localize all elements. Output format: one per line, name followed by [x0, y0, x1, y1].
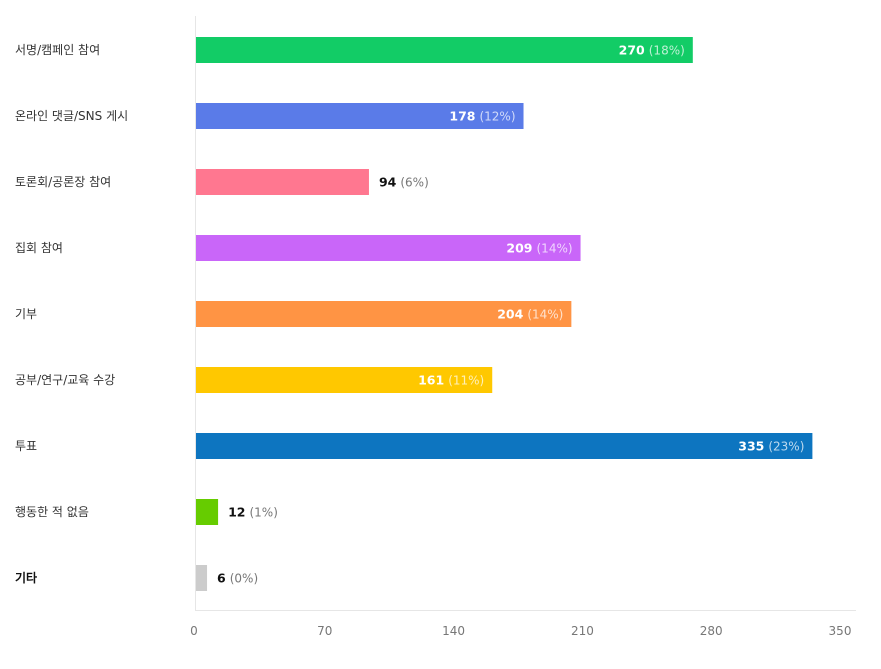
value-number: 335	[738, 439, 764, 454]
percent-label: (14%)	[537, 242, 573, 256]
percent-label: (18%)	[649, 44, 685, 58]
value-label: 270 (18%)	[619, 43, 685, 58]
category-label: 서명/캠페인 참여	[15, 43, 100, 57]
value-label: 178 (12%)	[449, 109, 515, 124]
bar[interactable]	[196, 37, 693, 63]
bar[interactable]	[196, 433, 813, 459]
value-number: 270	[619, 43, 645, 58]
x-tick-label: 350	[829, 624, 852, 638]
bar[interactable]	[196, 103, 524, 129]
x-tick-label: 140	[442, 624, 465, 638]
category-label: 온라인 댓글/SNS 게시	[15, 109, 128, 123]
percent-label: (0%)	[230, 572, 258, 586]
value-label: 12 (1%)	[228, 505, 278, 520]
category-label: 토론회/공론장 참여	[15, 175, 111, 189]
x-tick-label: 0	[190, 624, 198, 638]
percent-label: (11%)	[448, 374, 484, 388]
percent-label: (14%)	[527, 308, 563, 322]
bar[interactable]	[196, 301, 572, 327]
category-label: 기부	[15, 307, 37, 321]
bar[interactable]	[196, 169, 369, 195]
bar[interactable]	[196, 235, 581, 261]
value-number: 12	[228, 505, 245, 520]
value-label: 94 (6%)	[379, 175, 429, 190]
value-label: 6 (0%)	[217, 571, 258, 586]
value-label: 209 (14%)	[506, 241, 572, 256]
x-tick-label: 210	[571, 624, 594, 638]
percent-label: (6%)	[400, 176, 428, 190]
category-label: 투표	[15, 439, 37, 453]
value-number: 94	[379, 175, 397, 190]
bar[interactable]	[196, 499, 219, 525]
percent-label: (12%)	[479, 110, 515, 124]
percent-label: (1%)	[249, 506, 277, 520]
value-number: 209	[506, 241, 532, 256]
category-label: 집회 참여	[15, 241, 63, 255]
value-number: 178	[449, 109, 475, 124]
value-label: 335 (23%)	[738, 439, 804, 454]
category-label: 기타	[15, 570, 37, 585]
value-number: 161	[418, 373, 444, 388]
value-number: 6	[217, 571, 226, 586]
percent-label: (23%)	[768, 440, 804, 454]
x-tick-label: 280	[700, 624, 723, 638]
category-label: 공부/연구/교육 수강	[15, 373, 115, 387]
value-number: 204	[497, 307, 523, 322]
category-label: 행동한 적 없음	[15, 504, 89, 519]
value-label: 204 (14%)	[497, 307, 563, 322]
bar[interactable]	[196, 367, 493, 393]
x-tick-label: 70	[317, 624, 332, 638]
value-label: 161 (11%)	[418, 373, 484, 388]
bar[interactable]	[196, 565, 208, 591]
